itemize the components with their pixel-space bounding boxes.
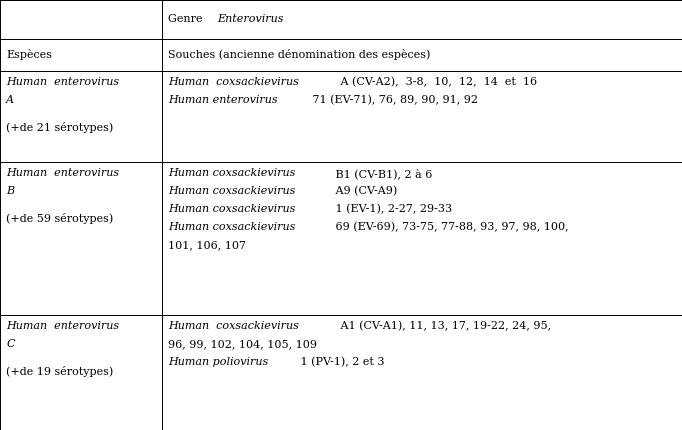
- Text: Human  coxsackievirus: Human coxsackievirus: [168, 321, 299, 331]
- Text: 71 (EV-71), 76, 89, 90, 91, 92: 71 (EV-71), 76, 89, 90, 91, 92: [310, 95, 478, 105]
- Text: Human coxsackievirus: Human coxsackievirus: [168, 204, 295, 214]
- Text: 96, 99, 102, 104, 105, 109: 96, 99, 102, 104, 105, 109: [168, 339, 317, 349]
- Text: Souches (ancienne dénomination des espèces): Souches (ancienne dénomination des espèc…: [168, 49, 430, 60]
- Text: A1 (CV-A1), 11, 13, 17, 19-22, 24, 95,: A1 (CV-A1), 11, 13, 17, 19-22, 24, 95,: [337, 321, 551, 332]
- Text: A (CV-A2),  3-8,  10,  12,  14  et  16: A (CV-A2), 3-8, 10, 12, 14 et 16: [337, 77, 537, 87]
- Text: B1 (CV-B1), 2 à 6: B1 (CV-B1), 2 à 6: [332, 168, 432, 179]
- Text: Human coxsackievirus: Human coxsackievirus: [168, 222, 295, 232]
- Text: Human  enterovirus: Human enterovirus: [6, 321, 119, 331]
- Text: Enterovirus: Enterovirus: [217, 14, 284, 25]
- Text: A9 (CV-A9): A9 (CV-A9): [332, 186, 398, 197]
- Text: (+de 59 sérotypes): (+de 59 sérotypes): [6, 213, 113, 224]
- Text: Human poliovirus: Human poliovirus: [168, 357, 268, 367]
- Text: Human enterovirus: Human enterovirus: [168, 95, 278, 105]
- Text: (+de 19 sérotypes): (+de 19 sérotypes): [6, 366, 113, 377]
- Text: Human coxsackievirus: Human coxsackievirus: [168, 186, 295, 196]
- Text: Human  enterovirus: Human enterovirus: [6, 77, 119, 87]
- Text: 69 (EV-69), 73-75, 77-88, 93, 97, 98, 100,: 69 (EV-69), 73-75, 77-88, 93, 97, 98, 10…: [332, 222, 569, 233]
- Text: C: C: [6, 339, 15, 349]
- Text: A: A: [6, 95, 14, 105]
- Text: Human coxsackievirus: Human coxsackievirus: [168, 168, 295, 178]
- Text: Human  coxsackievirus: Human coxsackievirus: [168, 77, 299, 87]
- Text: 1 (PV-1), 2 et 3: 1 (PV-1), 2 et 3: [297, 357, 385, 367]
- Text: 1 (EV-1), 2-27, 29-33: 1 (EV-1), 2-27, 29-33: [332, 204, 452, 215]
- Text: (+de 21 sérotypes): (+de 21 sérotypes): [6, 122, 113, 133]
- Text: B: B: [6, 186, 14, 196]
- Text: Genre: Genre: [168, 14, 206, 25]
- Text: Espèces: Espèces: [6, 49, 53, 60]
- Text: 101, 106, 107: 101, 106, 107: [168, 240, 246, 250]
- Text: Human  enterovirus: Human enterovirus: [6, 168, 119, 178]
